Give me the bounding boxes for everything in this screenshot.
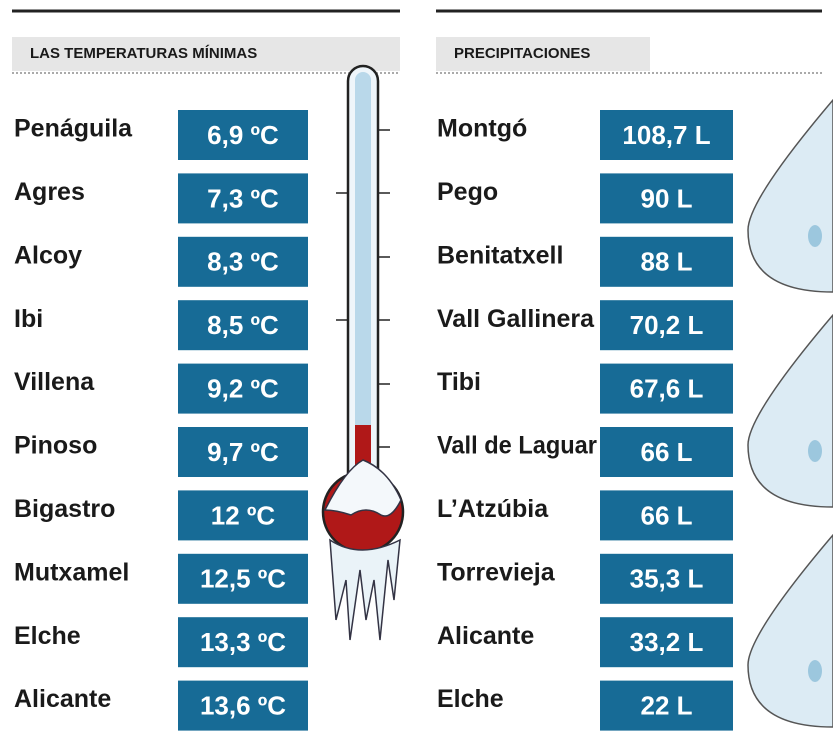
value-text: 90 L [640,183,692,213]
value-text: 8,3 ºC [207,247,279,277]
place-name: Alicante [437,622,534,650]
place-name: Alicante [14,685,111,713]
place-name: Mutxamel [14,558,129,586]
value-text: 66 L [640,500,692,530]
place-name: Pego [437,178,498,206]
value-text: 6,9 ºC [207,120,279,150]
value-text: 8,5 ºC [207,310,279,340]
place-name: Agres [14,178,85,206]
place-name: Montgó [437,115,527,143]
value-text: 70,2 L [630,310,704,340]
place-name: L’Atzúbia [437,495,549,523]
drops [748,100,833,727]
place-name: Villena [14,368,95,396]
value-text: 22 L [640,690,692,720]
place-name: Vall Gallinera [437,305,595,333]
value-text: 88 L [640,247,692,277]
place-name: Elche [437,685,504,713]
place-name: Elche [14,622,81,650]
infographic: LAS TEMPERATURAS MÍNIMAS PRECIPITACIONES… [0,0,833,742]
place-name: Penáguila [14,115,133,143]
value-text: 67,6 L [630,373,704,403]
value-text: 9,2 ºC [207,373,279,403]
place-name: Benitatxell [437,241,563,269]
thermometer [323,66,403,640]
place-name: Vall de Laguar [437,432,597,460]
place-name: Torrevieja [437,558,556,586]
value-text: 12,5 ºC [200,564,286,594]
value-text: 33,2 L [630,627,704,657]
place-name: Pinoso [14,432,97,460]
value-text: 108,7 L [622,120,710,150]
value-text: 9,7 ºC [207,437,279,467]
value-text: 13,6 ºC [200,690,286,720]
value-text: 66 L [640,437,692,467]
section-title: PRECIPITACIONES [454,45,590,62]
place-name: Bigastro [14,495,115,523]
section-title: LAS TEMPERATURAS MÍNIMAS [30,45,257,62]
value-text: 12 ºC [211,500,276,530]
place-name: Alcoy [14,241,82,269]
value-text: 13,3 ºC [200,627,286,657]
value-text: 35,3 L [630,564,704,594]
value-text: 7,3 ºC [207,183,279,213]
place-name: Tibi [437,368,481,396]
place-name: Ibi [14,305,43,333]
